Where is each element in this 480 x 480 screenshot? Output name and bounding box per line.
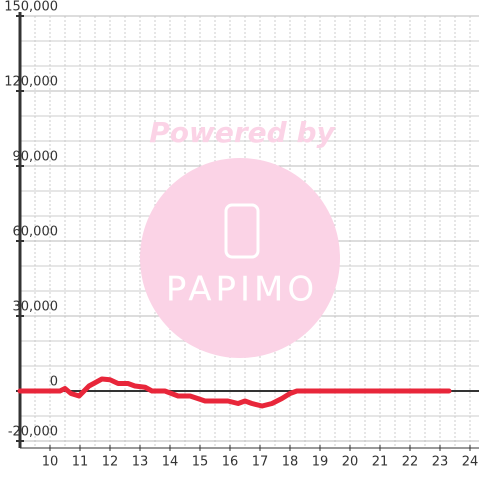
x-tick-label: 11 — [72, 455, 89, 470]
y-tick-label: 0 — [50, 375, 58, 390]
x-tick-label: 18 — [282, 455, 299, 470]
x-tick-label: 16 — [222, 455, 239, 470]
y-tick-label: 90,000 — [13, 150, 59, 165]
x-tick-label: 20 — [342, 455, 359, 470]
y-tick-label: -20,000 — [8, 425, 58, 440]
x-tick-label: 14 — [162, 455, 179, 470]
x-tick-label: 21 — [372, 455, 389, 470]
watermark-phone — [224, 203, 260, 259]
x-tick-label: 13 — [132, 455, 149, 470]
y-tick-label: 30,000 — [13, 300, 59, 315]
watermark-text: Powered by — [149, 116, 336, 149]
x-tick-label: 17 — [252, 455, 269, 470]
x-tick-label: 22 — [402, 455, 419, 470]
watermark: Powered by PAPIMO — [140, 116, 340, 358]
x-tick-label: 24 — [462, 455, 479, 470]
x-tick-label: 23 — [432, 455, 449, 470]
y-tick-label: 150,000 — [4, 0, 58, 15]
x-tick-label: 15 — [192, 455, 209, 470]
x-tick-label: 19 — [312, 455, 329, 470]
data-line — [17, 376, 452, 409]
y-tick-label: 60,000 — [13, 225, 59, 240]
watermark-logo: PAPIMO — [166, 270, 318, 310]
x-tick-label: 10 — [42, 455, 59, 470]
grid — [20, 15, 479, 448]
y-tick-label: 120,000 — [4, 75, 58, 90]
x-tick-label: 12 — [102, 455, 119, 470]
